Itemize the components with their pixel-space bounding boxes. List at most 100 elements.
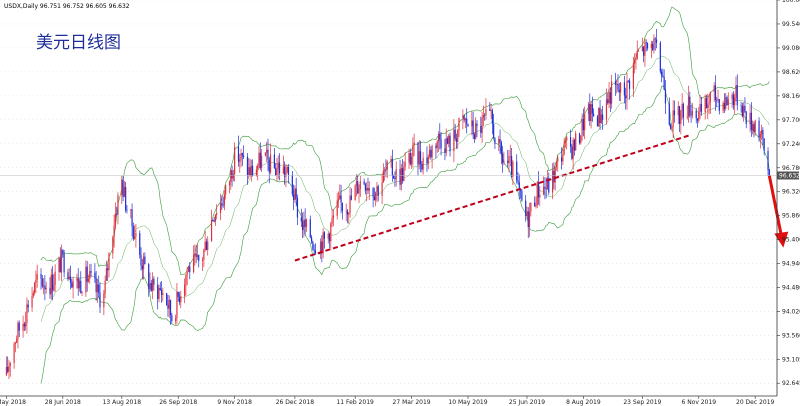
candle-body [528,211,531,228]
candle-body [600,114,602,123]
candle-body [257,165,259,170]
candle-body [322,232,324,254]
candle-body [346,210,349,215]
candle-body [255,169,258,177]
candle-body [358,188,360,194]
candle-body [159,288,161,290]
candle-body [614,81,617,85]
candle-body [246,156,249,175]
candle-body [569,137,572,147]
candle-body [296,197,299,218]
x-tick-label: 20 Dec 2019 [736,399,775,406]
candle-body [259,152,261,169]
candle-body [455,138,458,142]
candle-body [696,118,699,121]
candle-body [726,97,728,106]
candle-body [525,200,527,216]
chart-annotation: 美元日线图 [36,33,121,53]
candle-body [32,292,34,296]
candle-body [599,108,601,123]
candle-body [219,203,222,213]
candle-body [72,280,74,288]
candle-body [310,237,313,242]
candle-body [13,343,15,364]
candle-body [203,249,205,260]
candle-body [482,115,484,118]
candle-body [367,187,369,191]
candle-body [139,233,141,256]
candle-body [366,187,368,191]
candle-body [258,152,260,166]
candle-body [144,256,146,265]
candle-body [27,304,29,308]
candle-body [758,120,760,138]
candle-body [327,233,329,239]
candle-body [287,166,290,175]
x-tick-label: 11 Feb 2019 [336,399,374,406]
candle-body [312,241,314,250]
breakdown-arrow-head [774,231,789,248]
candle-body [735,85,737,98]
candle-body [285,172,287,177]
candle-body [275,168,277,176]
candle-body [131,209,133,227]
candle-body [117,195,119,215]
candle-body [266,149,268,153]
gridlines [0,0,777,384]
candle-body [373,196,375,201]
y-tick-label: 99.540 [782,21,800,28]
candle-body [264,152,267,156]
candle-body [309,219,311,238]
candle-body [652,43,654,50]
candle-body [521,190,523,201]
candle-body [355,181,358,186]
y-tick-label: 94.020 [782,309,800,316]
candle-body [89,271,91,279]
candle-body [193,254,195,273]
candle-body [26,304,28,324]
candle-body [680,110,682,124]
candle-body [412,145,414,157]
candle-body [382,170,384,183]
candle-body [250,165,252,176]
candle-body [750,112,752,131]
y-tick-label: 93.560 [782,333,800,340]
candle-body [223,194,225,206]
candle-body [534,202,536,207]
candle-body [273,154,275,169]
candle-body [304,219,306,228]
candle-body [330,223,332,242]
candle-body [689,96,691,116]
candle-body [489,109,491,111]
candle-body [671,127,673,129]
candle-body [445,138,447,153]
candle-body [457,130,459,142]
candle-body [204,241,206,250]
candle-body [214,214,217,222]
candle-body [62,250,64,253]
candle-body [22,323,24,331]
candle-body [708,102,710,105]
candle-body [300,217,302,222]
candle-body [543,186,545,195]
candle-body [686,116,688,118]
candle-body [560,157,563,162]
candle-body [627,80,629,82]
candle-body [277,162,279,169]
x-tick-label: 27 Mar 2019 [393,399,431,406]
candle-body [475,123,477,139]
candle-body [691,110,693,116]
candle-body [517,180,519,183]
candle-body [68,276,70,280]
candle-body [23,323,25,327]
candle-body [677,106,679,116]
y-tick-label: 96.780 [782,165,800,172]
candle-body [672,110,674,128]
candle-body [695,110,697,119]
candle-body [34,282,36,293]
candle-body [168,299,170,309]
candle-body [582,118,584,131]
y-tick-label: 95.860 [782,213,800,220]
candle-body [340,195,342,203]
